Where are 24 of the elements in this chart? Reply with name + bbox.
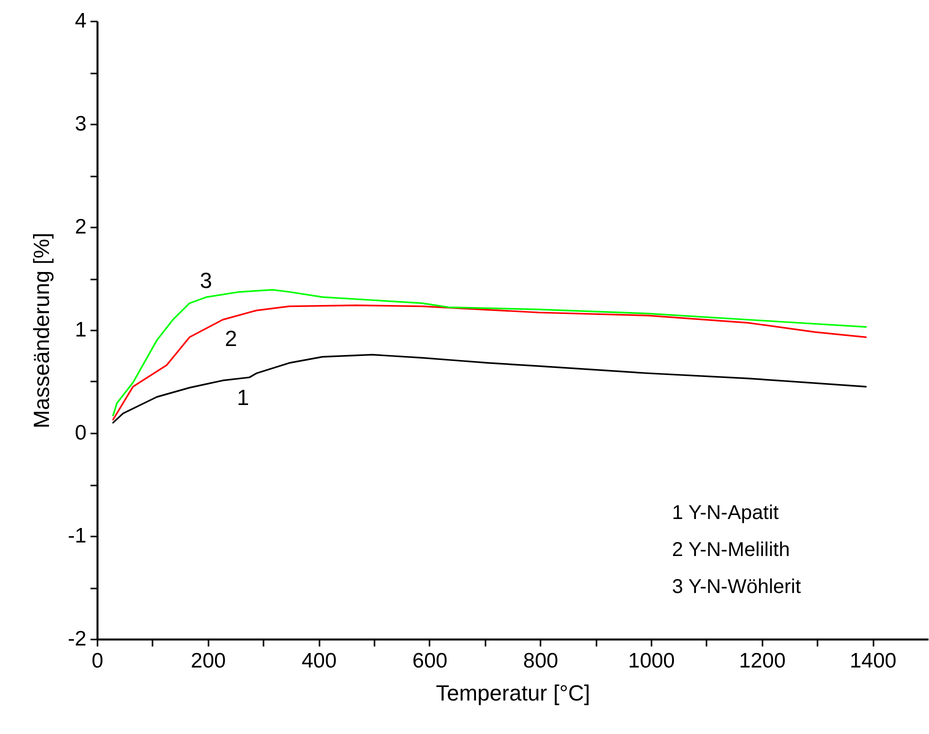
x-tick-label: 200 — [190, 650, 226, 672]
y-tick-label: -1 — [68, 524, 86, 548]
x-tick-label: 0 — [92, 650, 104, 672]
y-axis-title: Masseänderung [%] — [28, 232, 54, 428]
y-tick-label: 1 — [74, 318, 86, 342]
x-tick-label: 400 — [302, 650, 337, 672]
y-tick-label: 4 — [74, 10, 87, 32]
y-tick-label: -2 — [68, 628, 86, 650]
y-tick-label: 2 — [74, 216, 86, 238]
y-tick-label: 0 — [74, 422, 86, 444]
annotation: 1 Y-N-Apatit — [672, 502, 780, 524]
x-tick-label: 1000 — [628, 650, 675, 672]
x-tick-label: 800 — [523, 650, 558, 672]
x-tick-label: 1400 — [850, 650, 896, 672]
annotation: 2 Y-N-Melilith — [672, 539, 790, 561]
line-series — [112, 354, 867, 424]
y-tick-label: 3 — [74, 112, 86, 136]
annotation: 2 — [224, 326, 238, 351]
x-axis-title: Temperatur [°C] — [436, 680, 590, 706]
x-tick-label: 1200 — [738, 650, 786, 672]
x-tick-label: 600 — [412, 650, 448, 672]
annotation: 3 Y-N-Wöhlerit — [672, 576, 802, 598]
annotation: 3 — [200, 268, 212, 293]
annotation: 1 — [236, 385, 250, 410]
